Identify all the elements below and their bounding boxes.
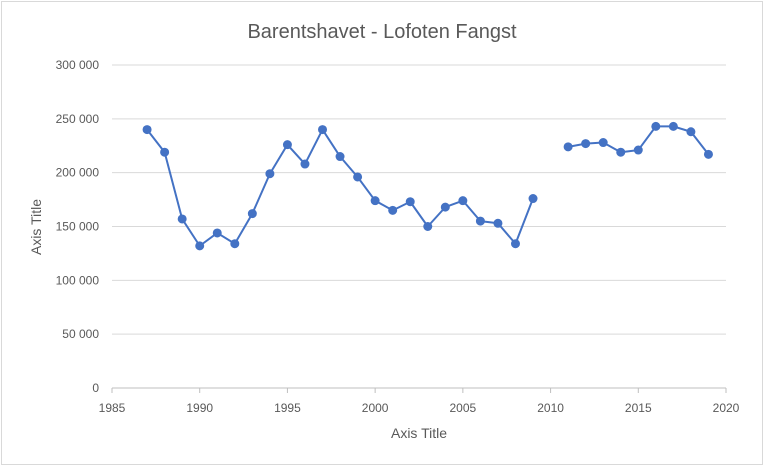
data-point	[405, 197, 415, 207]
x-axis-ticks: 1985 1990 1995 2000 2005 2010 2015 2020	[99, 401, 740, 415]
data-point	[528, 194, 538, 204]
data-point	[686, 127, 696, 137]
data-point	[475, 216, 485, 226]
x-tick-label: 2005	[450, 401, 477, 415]
data-point	[335, 152, 345, 162]
series-line	[146, 128, 534, 247]
data-point	[142, 125, 152, 135]
data-point	[423, 222, 433, 231]
y-tick-label: 150 000	[56, 220, 100, 234]
data-point	[633, 145, 643, 155]
data-point	[510, 239, 520, 249]
x-tick-label: 1990	[186, 401, 213, 415]
data-point	[388, 205, 398, 215]
data-point	[300, 159, 310, 169]
data-point	[668, 121, 678, 131]
data-point	[247, 209, 257, 219]
x-tick-label: 1985	[99, 401, 126, 415]
data-point	[581, 139, 591, 149]
data-point	[195, 241, 205, 251]
data-point	[493, 218, 503, 228]
data-point	[212, 228, 222, 238]
data-point	[318, 125, 328, 135]
data-point	[458, 196, 468, 206]
y-axis-ticks: 0 50 000 100 000 150 000 200 000 250 000 300 0…	[56, 58, 100, 395]
y-tick-label: 100 000	[56, 273, 100, 287]
data-point	[353, 172, 363, 182]
y-tick-label: 0	[92, 381, 99, 395]
data-point	[440, 202, 450, 212]
x-tick-label: 2010	[537, 401, 564, 415]
y-tick-label: 300 000	[56, 58, 100, 72]
data-point	[265, 169, 275, 179]
x-axis-title: Axis Title	[391, 425, 447, 441]
data-point	[651, 121, 661, 131]
x-tick-label: 2015	[625, 401, 652, 415]
x-axis-tick-marks	[111, 388, 727, 393]
data-point	[160, 147, 170, 157]
y-axis-title: Axis Title	[28, 199, 44, 255]
data-point	[616, 147, 626, 157]
data-point	[282, 140, 292, 150]
y-tick-label: 50 000	[62, 327, 99, 341]
data-point	[703, 149, 713, 159]
data-point	[563, 142, 573, 152]
x-tick-label: 1995	[274, 401, 301, 415]
chart-title: Barentshavet - Lofoten Fangst	[247, 21, 516, 43]
gridlines	[112, 64, 726, 335]
x-tick-label: 2020	[713, 401, 740, 415]
data-point	[370, 196, 380, 206]
data-point	[177, 214, 187, 224]
x-tick-label: 2000	[362, 401, 389, 415]
data-point	[598, 138, 608, 148]
y-tick-label: 200 000	[56, 166, 100, 180]
data-point	[230, 239, 240, 249]
y-tick-label: 250 000	[56, 112, 100, 126]
series-points	[142, 121, 713, 251]
